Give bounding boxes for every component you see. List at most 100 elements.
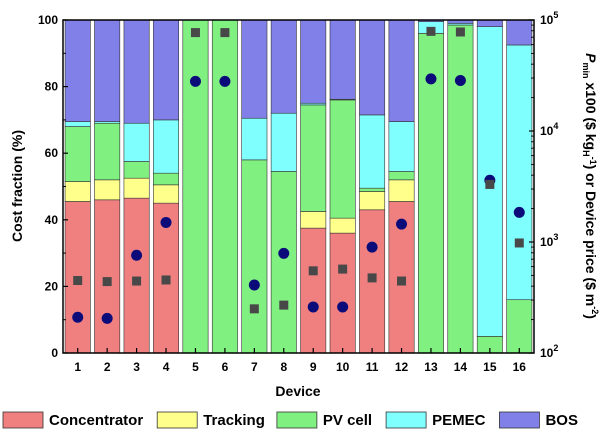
bar-tracking-2 bbox=[94, 179, 121, 201]
marker-square-11 bbox=[367, 273, 377, 283]
legend-swatch-tracking bbox=[156, 411, 198, 429]
marker-square-5 bbox=[190, 28, 200, 38]
bar-tracking-3 bbox=[123, 177, 150, 199]
y2-tick-label: 104 bbox=[540, 121, 558, 138]
marker-circle-8 bbox=[278, 247, 290, 259]
bar-bos-3 bbox=[123, 19, 150, 124]
x-tick-label: 6 bbox=[222, 360, 229, 374]
marker-circle-10 bbox=[337, 301, 349, 313]
marker-square-3 bbox=[132, 276, 142, 286]
bar-bos-9 bbox=[300, 19, 327, 104]
bar-pv-cell-14 bbox=[447, 24, 474, 354]
bar-concentrator-9 bbox=[300, 227, 327, 354]
marker-circle-11 bbox=[366, 241, 378, 253]
marker-circle-3 bbox=[131, 249, 143, 261]
marker-circle-2 bbox=[101, 312, 113, 324]
x-tick-label: 7 bbox=[251, 360, 258, 374]
legend-label-pemec: PEMEC bbox=[432, 412, 486, 429]
bar-pv-cell-6 bbox=[211, 19, 238, 354]
legend: Concentrator Tracking PV cell PEMEC BOS bbox=[2, 411, 578, 429]
bar-bos-16 bbox=[506, 19, 533, 46]
bar-bos-7 bbox=[241, 19, 268, 119]
x-tick-label: 10 bbox=[336, 360, 350, 374]
y-tick-label: 20 bbox=[45, 279, 59, 293]
x-tick-label: 11 bbox=[366, 360, 379, 374]
x-tick-label: 9 bbox=[310, 360, 317, 374]
x-tick-label: 8 bbox=[280, 360, 287, 374]
x-tick-label: 14 bbox=[454, 360, 468, 374]
marker-square-9 bbox=[308, 266, 318, 276]
x-tick-label: 2 bbox=[104, 360, 111, 374]
y2-axis-label: Pmin x100 ($ kgH-1) or Device price ($ m… bbox=[581, 53, 600, 319]
marker-square-7 bbox=[249, 304, 259, 314]
bar-pemec-3 bbox=[123, 122, 150, 162]
bar-bos-12 bbox=[388, 19, 415, 122]
bar-tracking-10 bbox=[329, 217, 356, 234]
y-tick-label: 60 bbox=[45, 146, 59, 160]
marker-square-12 bbox=[397, 276, 407, 286]
marker-circle-7 bbox=[248, 279, 260, 291]
bar-bos-10 bbox=[329, 19, 356, 100]
marker-circle-5 bbox=[189, 75, 201, 87]
marker-square-16 bbox=[514, 238, 524, 248]
x-tick-label: 4 bbox=[163, 360, 170, 374]
bar-pv-cell-1 bbox=[64, 126, 91, 182]
bar-pv-cell-11 bbox=[359, 187, 386, 192]
x-tick-label: 15 bbox=[483, 360, 497, 374]
bar-pv-cell-9 bbox=[300, 104, 327, 212]
marker-circle-6 bbox=[219, 75, 231, 87]
bar-tracking-12 bbox=[388, 179, 415, 202]
marker-circle-14 bbox=[454, 75, 466, 87]
marker-circle-9 bbox=[307, 301, 319, 313]
bar-bos-11 bbox=[359, 19, 386, 116]
bar-concentrator-2 bbox=[94, 199, 121, 354]
bar-pv-cell-2 bbox=[94, 122, 121, 181]
bar-pemec-16 bbox=[506, 44, 533, 301]
bar-bos-15 bbox=[476, 19, 503, 27]
bar-pemec-12 bbox=[388, 121, 415, 172]
bar-tracking-4 bbox=[153, 184, 179, 204]
bar-concentrator-10 bbox=[329, 232, 356, 354]
marker-layer bbox=[72, 26, 525, 324]
marker-square-1 bbox=[73, 275, 83, 285]
y-tick-label: 80 bbox=[45, 80, 59, 94]
x-tick-label: 16 bbox=[513, 360, 527, 374]
bar-bos-2 bbox=[94, 19, 121, 122]
x-tick-label: 3 bbox=[133, 360, 140, 374]
bar-pv-cell-5 bbox=[182, 19, 209, 354]
legend-label-concentrator: Concentrator bbox=[49, 412, 143, 429]
marker-square-10 bbox=[338, 264, 348, 274]
y-tick-label: 100 bbox=[38, 13, 58, 27]
y-tick-label: 0 bbox=[51, 346, 58, 360]
marker-square-8 bbox=[279, 300, 289, 310]
marker-circle-16 bbox=[513, 206, 525, 218]
y-tick-label: 40 bbox=[45, 213, 59, 227]
marker-square-2 bbox=[102, 277, 112, 287]
bar-concentrator-3 bbox=[123, 197, 150, 354]
bar-pv-cell-7 bbox=[241, 159, 268, 354]
bar-pemec-8 bbox=[270, 112, 297, 172]
legend-label-tracking: Tracking bbox=[203, 412, 265, 429]
bar-layer bbox=[64, 19, 533, 354]
marker-square-6 bbox=[220, 28, 230, 38]
marker-square-14 bbox=[455, 27, 465, 37]
x-tick-label: 1 bbox=[74, 360, 81, 374]
marker-circle-4 bbox=[160, 216, 172, 228]
legend-swatch-pemec bbox=[385, 411, 427, 429]
y2-tick-label: 102 bbox=[540, 343, 558, 360]
bar-pemec-4 bbox=[153, 119, 179, 174]
x-tick-label: 12 bbox=[395, 360, 409, 374]
bar-tracking-9 bbox=[300, 211, 327, 229]
bar-bos-4 bbox=[153, 19, 179, 121]
bar-pv-cell-3 bbox=[123, 161, 150, 179]
x-tick-label: 5 bbox=[192, 360, 199, 374]
y2-tick-label: 105 bbox=[540, 10, 558, 27]
y-axis-label: Cost fraction (%) bbox=[9, 130, 25, 242]
legend-label-bos: BOS bbox=[545, 412, 578, 429]
marker-square-15 bbox=[485, 179, 495, 189]
x-tick-label: 13 bbox=[424, 360, 438, 374]
marker-circle-1 bbox=[72, 311, 84, 323]
bar-pv-cell-12 bbox=[388, 171, 415, 181]
